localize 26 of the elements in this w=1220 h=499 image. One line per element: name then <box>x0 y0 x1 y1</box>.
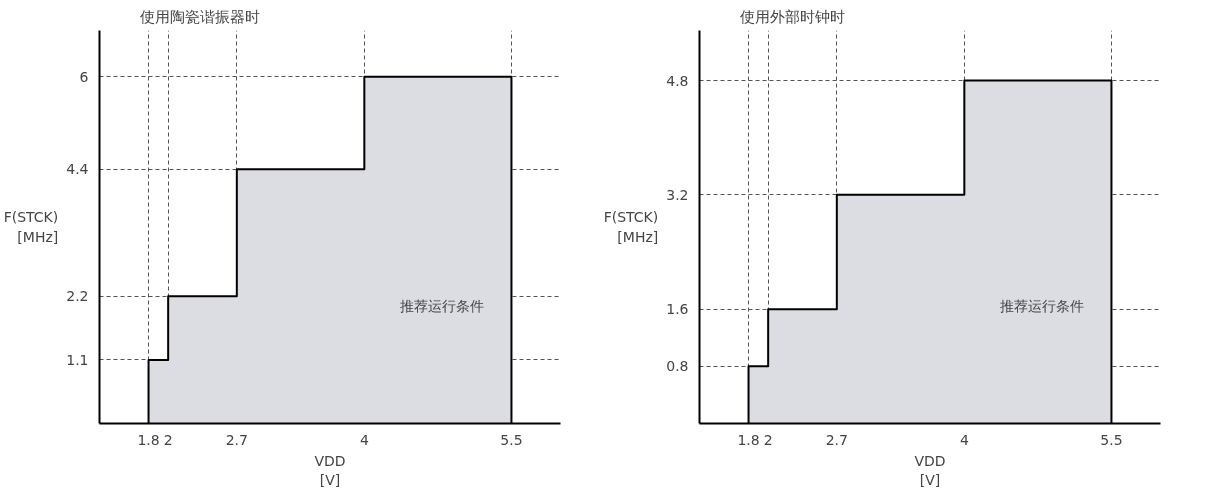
x-tick-label: 5.5 <box>1100 431 1123 448</box>
x-tick-label: 2 <box>163 431 173 448</box>
y-axis-title: F(STCK) [MHz] <box>603 209 659 245</box>
y-tick-label: 3.2 <box>666 186 689 203</box>
x-tick-label: 2.7 <box>825 431 848 448</box>
annotation: 推荐运行条件 <box>399 297 484 314</box>
x-tick-label: 2 <box>763 431 773 448</box>
annotation: 推荐运行条件 <box>999 297 1084 314</box>
x-axis-title: VDD [V] <box>914 452 946 488</box>
x-tick-label: 1.8 <box>137 431 160 448</box>
y-tick-label: 4.4 <box>66 161 89 178</box>
x-tick-label: 4 <box>359 431 369 448</box>
chart-title: 使用陶瓷谐振器时 <box>139 7 260 26</box>
y-tick-label: 4.8 <box>666 72 689 89</box>
y-tick-label: 6 <box>79 68 89 85</box>
y-tick-label: 0.8 <box>666 358 689 375</box>
x-tick-label: 5.5 <box>500 431 523 448</box>
y-axis-title: F(STCK) [MHz] <box>3 209 59 245</box>
x-tick-label: 2.7 <box>225 431 248 448</box>
x-tick-label: 1.8 <box>737 431 760 448</box>
chart-title: 使用外部时钟时 <box>739 7 845 26</box>
x-axis-title: VDD [V] <box>314 452 346 488</box>
x-tick-label: 4 <box>959 431 969 448</box>
y-tick-label: 1.1 <box>66 351 89 368</box>
y-tick-label: 1.6 <box>666 301 689 318</box>
y-tick-label: 2.2 <box>66 288 89 305</box>
